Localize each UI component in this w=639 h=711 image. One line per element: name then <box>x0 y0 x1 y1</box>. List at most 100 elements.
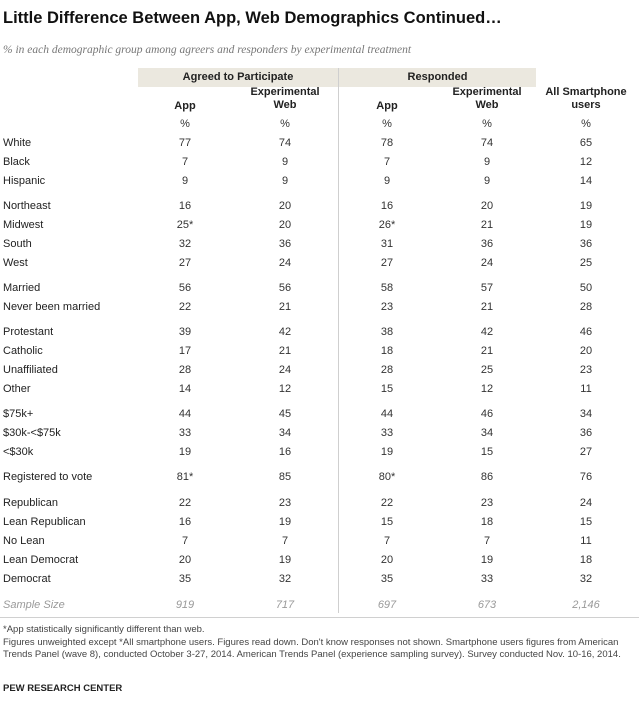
table-cell: 24 <box>480 257 494 269</box>
table-cell: 20 <box>480 200 494 212</box>
table-cell: 12 <box>480 383 494 395</box>
table-cell: 9 <box>281 156 289 168</box>
row-label: Black <box>3 156 30 168</box>
row-label: Republican <box>3 497 59 509</box>
sample-size-cell: 2,146 <box>572 599 600 611</box>
sample-size-cell: 919 <box>175 599 195 611</box>
table-cell: 9 <box>483 175 491 187</box>
table-cell: 23 <box>380 301 394 313</box>
table-cell: 34 <box>480 427 494 439</box>
table-cell: 26* <box>378 219 396 231</box>
row-label: Unaffiliated <box>3 364 58 376</box>
table-cell: 23 <box>278 497 292 509</box>
table-cell: 20 <box>579 345 593 357</box>
table-cell: 77 <box>178 137 192 149</box>
table-cell: 36 <box>579 427 593 439</box>
unit-label: % <box>482 118 492 130</box>
table-cell: 14 <box>579 175 593 187</box>
table-cell: 32 <box>178 238 192 250</box>
group-divider <box>338 68 339 613</box>
table-cell: 25* <box>176 219 194 231</box>
row-label: Lean Republican <box>3 516 86 528</box>
table-cell: 25 <box>579 257 593 269</box>
table-cell: 74 <box>480 137 494 149</box>
table-cell: 20 <box>380 554 394 566</box>
table-cell: 39 <box>178 326 192 338</box>
table-cell: 36 <box>278 238 292 250</box>
table-cell: 28 <box>380 364 394 376</box>
table-cell: 16 <box>178 516 192 528</box>
page-subtitle: % in each demographic group among agreer… <box>3 44 412 56</box>
row-label: Married <box>3 282 41 294</box>
table-cell: 15 <box>480 446 494 458</box>
table-cell: 33 <box>480 573 494 585</box>
table-cell: 7 <box>483 535 491 547</box>
table-cell: 18 <box>480 516 494 528</box>
table-cell: 21 <box>278 301 292 313</box>
table-cell: 22 <box>178 497 192 509</box>
column-header-web-agreed: Experimental Web <box>250 86 320 111</box>
table-cell: 20 <box>278 200 292 212</box>
row-label: Democrat <box>3 573 51 585</box>
table-cell: 56 <box>178 282 192 294</box>
table-cell: 18 <box>579 554 593 566</box>
table-cell: 65 <box>579 137 593 149</box>
table-cell: 23 <box>579 364 593 376</box>
row-label: No Lean <box>3 535 45 547</box>
table-cell: 7 <box>181 535 189 547</box>
sample-size-label: Sample Size <box>3 599 65 611</box>
row-label: $30k-<$75k <box>3 427 61 439</box>
table-cell: 31 <box>380 238 394 250</box>
row-label: <$30k <box>3 446 34 458</box>
row-label: South <box>3 238 32 250</box>
table-cell: 36 <box>579 238 593 250</box>
column-header-all-smartphone: All Smartphone users <box>545 86 627 111</box>
table-cell: 27 <box>579 446 593 458</box>
table-cell: 9 <box>181 175 189 187</box>
table-cell: 27 <box>178 257 192 269</box>
table-cell: 32 <box>278 573 292 585</box>
table-cell: 21 <box>480 345 494 357</box>
row-label: Catholic <box>3 345 43 357</box>
table-cell: 32 <box>579 573 593 585</box>
table-cell: 21 <box>480 301 494 313</box>
table-cell: 7 <box>383 535 391 547</box>
row-label: $75k+ <box>3 408 34 420</box>
table-cell: 78 <box>380 137 394 149</box>
table-cell: 85 <box>278 471 292 483</box>
sample-size-cell: 697 <box>377 599 397 611</box>
table-cell: 11 <box>580 383 592 395</box>
table-cell: 14 <box>178 383 192 395</box>
table-cell: 24 <box>278 257 292 269</box>
table-cell: 74 <box>278 137 292 149</box>
table-cell: 33 <box>380 427 394 439</box>
table-cell: 38 <box>380 326 394 338</box>
table-cell: 44 <box>380 408 394 420</box>
sample-size-cell: 717 <box>275 599 295 611</box>
table-cell: 28 <box>178 364 192 376</box>
table-cell: 50 <box>579 282 593 294</box>
table-cell: 35 <box>380 573 394 585</box>
table-cell: 15 <box>380 516 394 528</box>
table-cell: 44 <box>178 408 192 420</box>
table-cell: 35 <box>178 573 192 585</box>
source-label: PEW RESEARCH CENTER <box>3 683 123 694</box>
table-cell: 19 <box>579 219 593 231</box>
table-cell: 11 <box>580 535 592 547</box>
column-header-app-responded: App <box>376 100 398 112</box>
table-cell: 21 <box>278 345 292 357</box>
table-cell: 81* <box>176 471 194 483</box>
table-cell: 9 <box>383 175 391 187</box>
table-cell: 15 <box>579 516 593 528</box>
table-cell: 7 <box>181 156 189 168</box>
table-cell: 19 <box>380 446 394 458</box>
footnote-methodology: Figures unweighted except *All smartphon… <box>3 637 621 660</box>
table-cell: 9 <box>281 175 289 187</box>
table-cell: 19 <box>278 554 292 566</box>
sample-size-cell: 673 <box>477 599 497 611</box>
row-label: Northeast <box>3 200 51 212</box>
row-label: White <box>3 137 32 149</box>
table-cell: 36 <box>480 238 494 250</box>
table-cell: 27 <box>380 257 394 269</box>
